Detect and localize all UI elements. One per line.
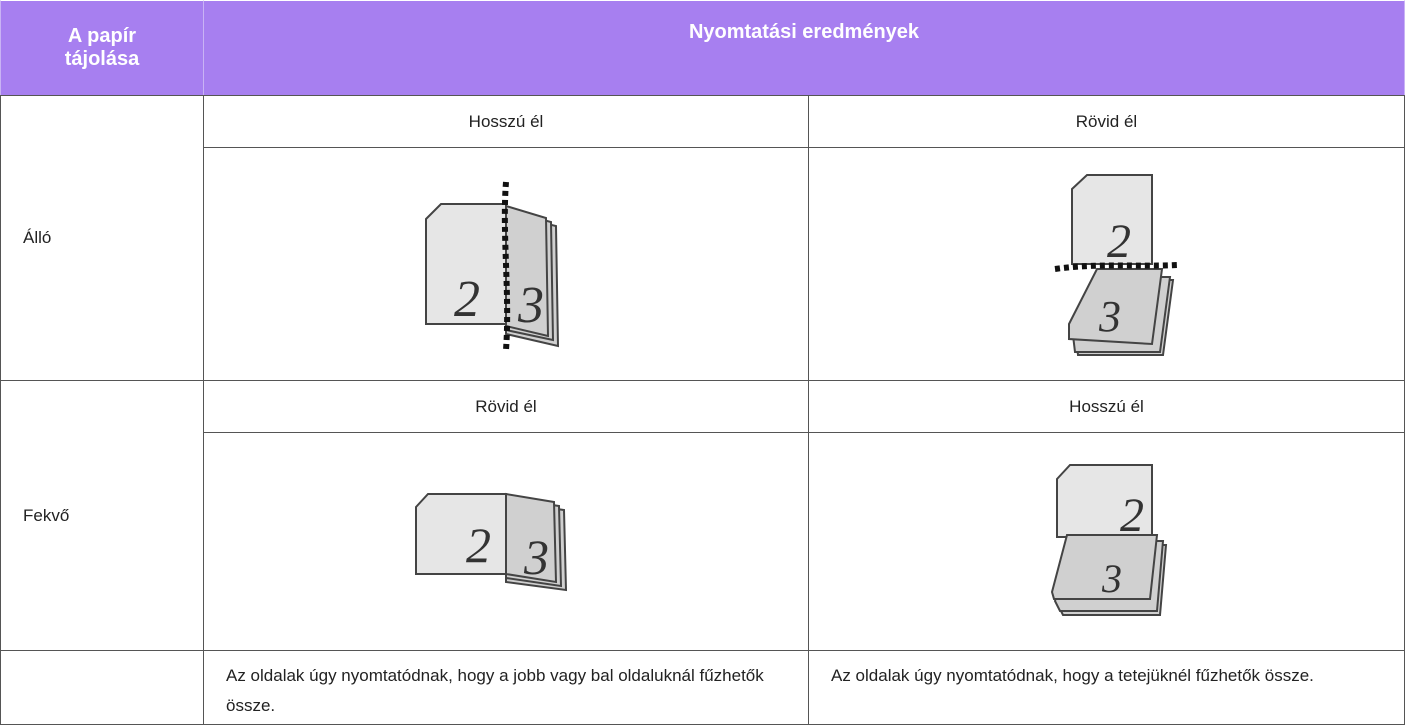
page-number: 2	[466, 517, 491, 573]
illustration-cell: 2 3	[808, 147, 1405, 381]
illustration-cell: 2 3	[203, 147, 809, 381]
orientation: Fekvő	[0, 380, 204, 651]
illustration: 2 3	[1050, 463, 1167, 616]
page-number: 2	[1107, 215, 1131, 268]
illustration: 2 3	[1054, 174, 1177, 356]
orientation: Álló	[0, 95, 204, 381]
illustration: 2 3	[415, 492, 568, 591]
binding-label: Hosszú él	[203, 95, 809, 148]
binding-label: Hosszú él	[808, 380, 1405, 433]
page-number: 3	[523, 529, 549, 585]
page-number: 3	[1098, 292, 1121, 341]
page-number: 3	[517, 277, 544, 334]
header-results: Nyomtatási eredmények	[203, 0, 1405, 96]
page-number: 2	[454, 271, 480, 328]
illustration-cell: 2 3	[203, 432, 809, 651]
binding-label: Rövid él	[808, 95, 1405, 148]
header-orientation: A papír tájolása	[0, 0, 204, 96]
illustration: 2 3	[425, 181, 560, 351]
note: Az oldalak úgy nyomtatódnak, hogy a jobb…	[203, 650, 809, 725]
note: Az oldalak úgy nyomtatódnak, hogy a tete…	[808, 650, 1405, 725]
illustration-cell: 2 3	[808, 432, 1405, 651]
page-number: 3	[1101, 556, 1122, 601]
page-number: 2	[1120, 489, 1144, 542]
empty-cell	[0, 650, 204, 725]
binding-label: Rövid él	[203, 380, 809, 433]
